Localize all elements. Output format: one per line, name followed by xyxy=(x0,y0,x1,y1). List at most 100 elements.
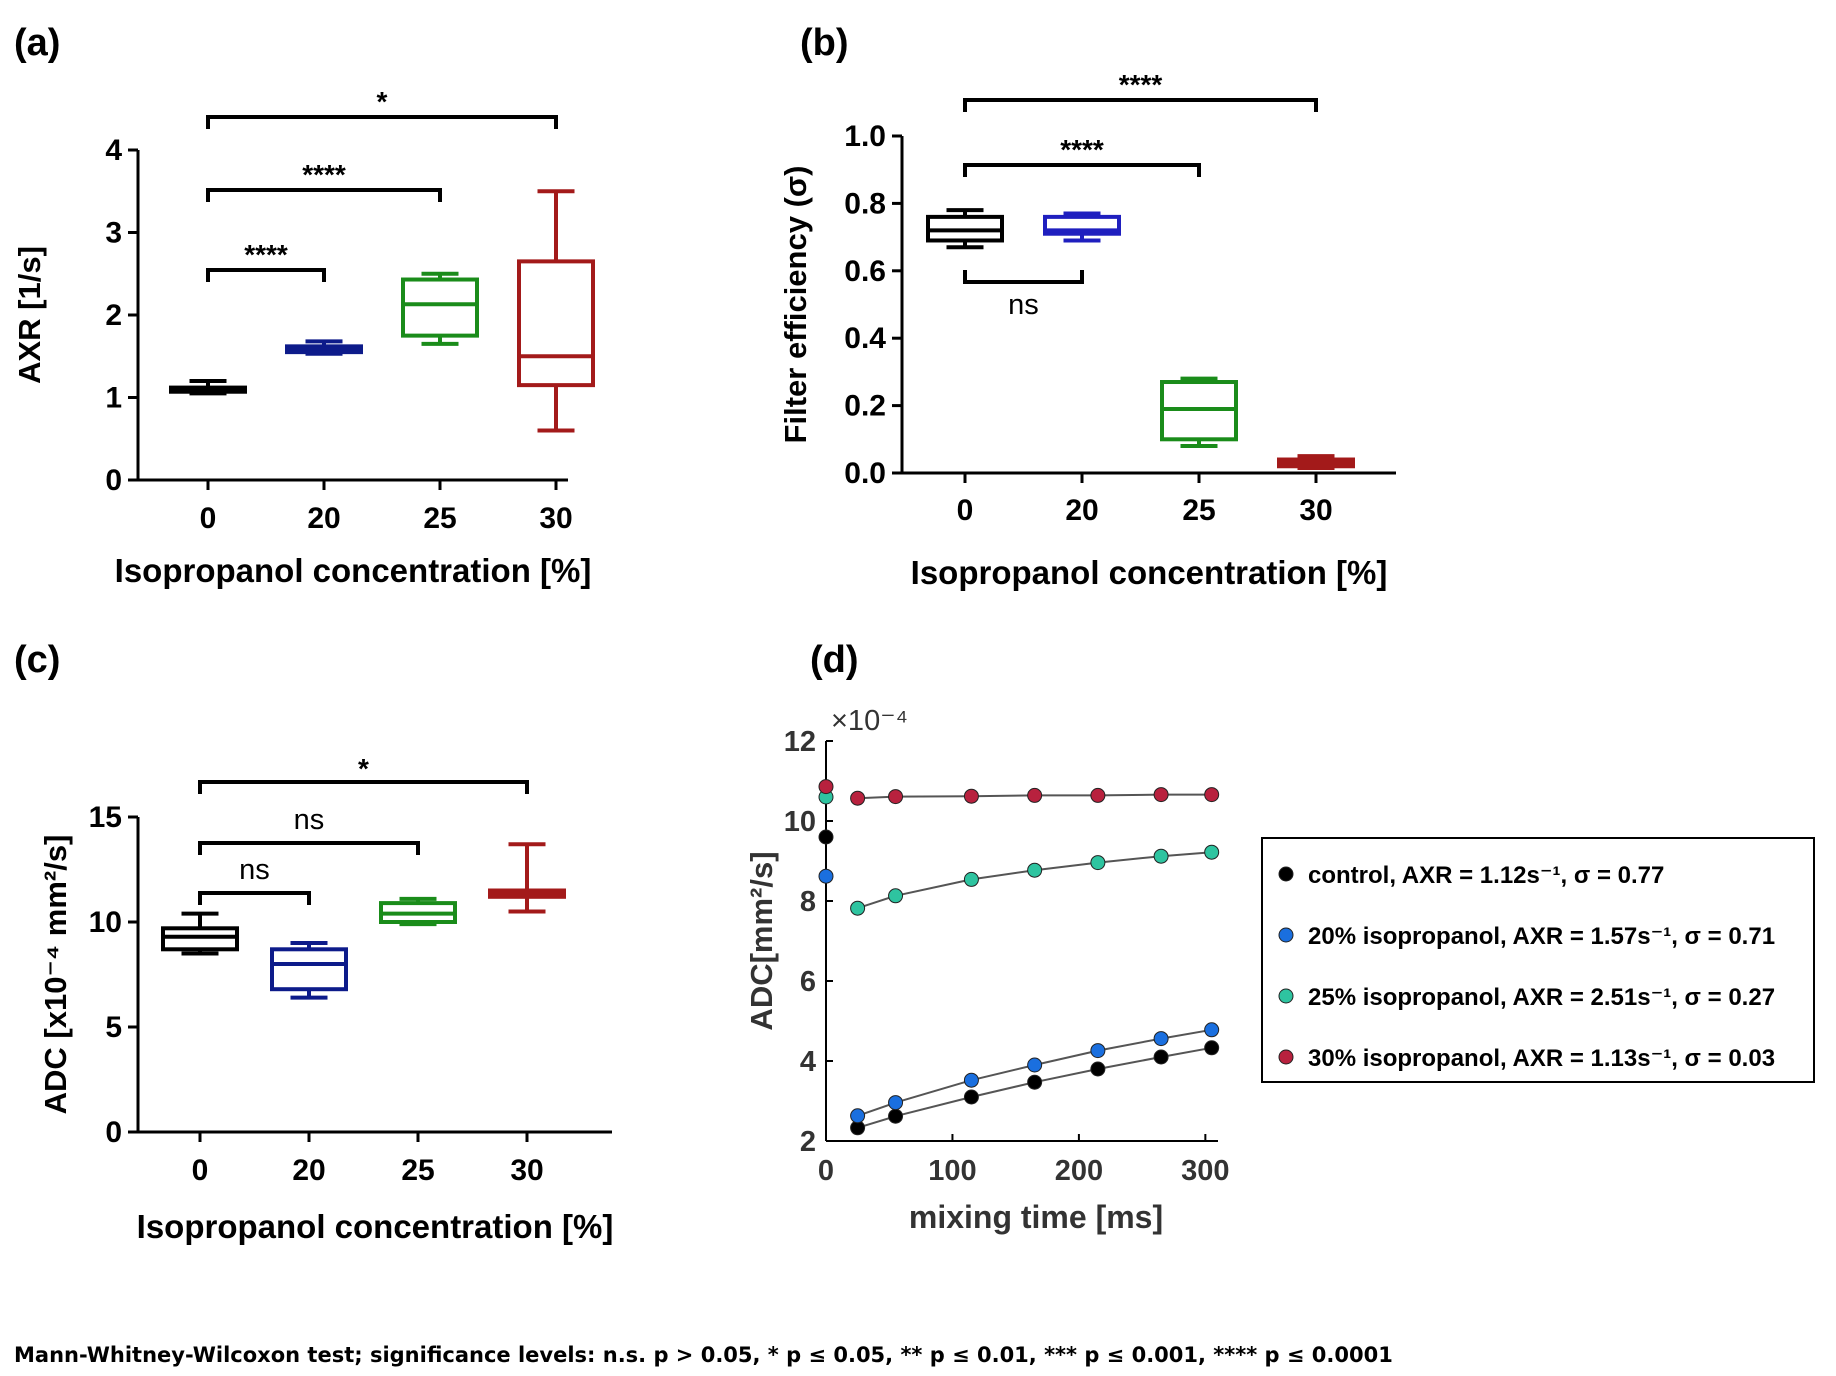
data-point xyxy=(1204,844,1220,860)
box-20 xyxy=(270,941,348,1000)
significance-0-2: ns xyxy=(198,804,420,855)
data-point xyxy=(1090,787,1106,803)
significance-label: * xyxy=(377,86,388,117)
significance-bracket xyxy=(198,780,529,794)
significance-label: ns xyxy=(1008,289,1039,321)
significance-bracket xyxy=(963,270,1084,284)
y-tick-label: 0.6 xyxy=(844,255,886,288)
y-tick-label: 4 xyxy=(105,134,122,167)
significance-bracket xyxy=(206,268,326,282)
box-30 xyxy=(488,842,566,914)
y-axis-label: Filter efficiency (σ) xyxy=(778,166,813,444)
y-tick-label: 4 xyxy=(800,1046,816,1078)
box-20 xyxy=(1043,211,1121,243)
y-tick-label: 3 xyxy=(105,217,122,250)
box-20 xyxy=(285,339,363,356)
x-tick-label: 200 xyxy=(1055,1155,1103,1187)
data-point xyxy=(1153,787,1169,803)
footnote: Mann-Whitney-Wilcoxon test; significance… xyxy=(14,1343,1393,1367)
data-point xyxy=(888,789,904,805)
box-30 xyxy=(1277,454,1355,470)
y-tick-label: 8 xyxy=(800,886,816,918)
panel-label: (a) xyxy=(14,22,60,64)
y-tick-label: 5 xyxy=(105,1011,122,1044)
data-point xyxy=(888,1108,904,1124)
legend-label: 25% isopropanol, AXR = 2.51s⁻¹, σ = 0.27 xyxy=(1308,984,1775,1011)
x-tick-label: 20 xyxy=(292,1154,325,1187)
legend-item-20% isopropanol: 20% isopropanol, AXR = 1.57s⁻¹, σ = 0.71 xyxy=(1278,923,1775,950)
data-point xyxy=(888,888,904,904)
significance-label: * xyxy=(358,753,369,784)
box-25 xyxy=(401,271,479,346)
box-iqr xyxy=(270,947,348,992)
significance-0-1: **** xyxy=(206,239,326,282)
data-point xyxy=(1090,855,1106,871)
data-point xyxy=(963,871,979,887)
significance-0-3: **** xyxy=(963,69,1318,112)
legend: control, AXR = 1.12s⁻¹, σ = 0.77 20% isop… xyxy=(1261,837,1815,1083)
y-tick-label: 1 xyxy=(105,382,122,415)
panel-label: (c) xyxy=(14,639,60,681)
significance-label: ns xyxy=(239,854,270,886)
y-tick-label: 0.2 xyxy=(844,390,886,423)
panel-label: (d) xyxy=(810,639,859,681)
box-0 xyxy=(169,379,247,396)
x-axis-label: Isopropanol concentration [%] xyxy=(911,554,1388,591)
y-tick-label: 10 xyxy=(89,906,122,939)
y-tick-label: 12 xyxy=(784,726,816,758)
significance-label: **** xyxy=(1060,134,1104,165)
data-point xyxy=(850,1108,866,1124)
legend-item-30% isopropanol: 30% isopropanol, AXR = 1.13s⁻¹, σ = 0.03 xyxy=(1278,1045,1775,1072)
data-point xyxy=(1027,787,1043,803)
data-point xyxy=(1204,787,1220,803)
legend-marker xyxy=(1278,1049,1294,1065)
y-axis-label: ADC [x10⁻⁴ mm²/s] xyxy=(38,835,73,1115)
legend-marker xyxy=(1278,927,1294,943)
data-point xyxy=(1027,1074,1043,1090)
x-axis-label: Isopropanol concentration [%] xyxy=(137,1208,614,1245)
data-point xyxy=(888,1095,904,1111)
x-tick-label: 0 xyxy=(818,1155,834,1187)
data-point xyxy=(850,900,866,916)
y-tick-label: 2 xyxy=(800,1126,816,1158)
significance-label: **** xyxy=(302,159,346,190)
x-tick-label: 25 xyxy=(1182,494,1215,527)
significance-label: **** xyxy=(244,239,288,270)
significance-bracket xyxy=(963,98,1318,112)
legend-marker xyxy=(1278,988,1294,1004)
y-tick-label: 0.4 xyxy=(844,322,886,355)
y-multiplier: ×10⁻⁴ xyxy=(831,705,908,737)
significance-0-3: * xyxy=(206,86,558,129)
x-tick-label: 30 xyxy=(510,1154,543,1187)
box-iqr xyxy=(161,926,239,952)
legend-marker xyxy=(1278,866,1294,882)
data-point xyxy=(1027,1057,1043,1073)
panel-d: (d) 2 4 6 8 10 12 0 100 200 300 ×10⁻⁴ mixing time [m… xyxy=(744,639,1815,1235)
legend-label: control, AXR = 1.12s⁻¹, σ = 0.77 xyxy=(1308,862,1664,889)
significance-0-3: * xyxy=(198,753,529,794)
x-tick-label: 30 xyxy=(539,502,572,535)
legend-item-control: control, AXR = 1.12s⁻¹, σ = 0.77 xyxy=(1278,862,1664,889)
x-tick-label: 25 xyxy=(423,502,456,535)
x-tick-label: 300 xyxy=(1181,1155,1229,1187)
y-tick-label: 1.0 xyxy=(844,120,886,153)
y-tick-label: 0 xyxy=(105,464,122,497)
legend-box xyxy=(1261,837,1815,1083)
y-tick-label: 0 xyxy=(105,1116,122,1149)
series-25% isopropanol xyxy=(818,789,1220,916)
box-0 xyxy=(926,208,1004,250)
significance-bracket xyxy=(206,115,558,129)
data-point xyxy=(963,1089,979,1105)
significance-bracket xyxy=(198,891,311,905)
y-axis-label: AXR [1/s] xyxy=(12,246,47,384)
significance-bracket xyxy=(198,841,420,855)
data-point xyxy=(818,868,834,884)
legend-label: 30% isopropanol, AXR = 1.13s⁻¹, σ = 0.03 xyxy=(1308,1045,1775,1072)
data-point xyxy=(963,788,979,804)
y-axis-label: ADC[mm²/s] xyxy=(744,851,779,1030)
series-control xyxy=(818,829,1220,1136)
x-tick-label: 25 xyxy=(401,1154,434,1187)
data-point xyxy=(1090,1061,1106,1077)
y-tick-label: 15 xyxy=(89,801,122,834)
